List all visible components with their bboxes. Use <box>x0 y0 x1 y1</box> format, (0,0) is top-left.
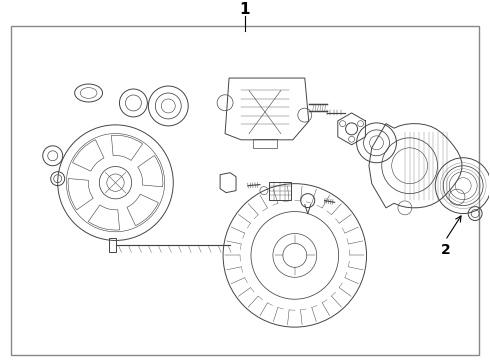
Text: 1: 1 <box>240 2 250 17</box>
Text: 2: 2 <box>441 243 450 257</box>
Bar <box>253 139 277 148</box>
Bar <box>269 182 291 199</box>
Bar <box>108 238 117 252</box>
